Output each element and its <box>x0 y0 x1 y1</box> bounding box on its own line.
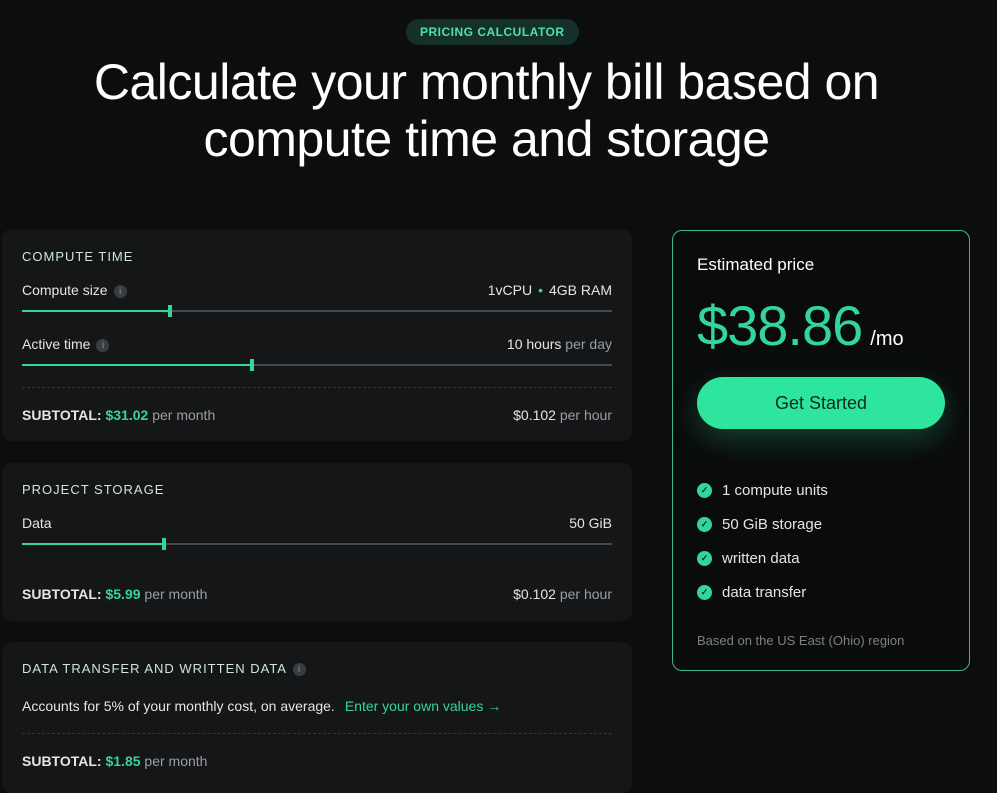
feature-label: data transfer <box>722 584 807 601</box>
feature-item: ✓ 1 compute units <box>697 482 828 499</box>
cpu-value: 1vCPU <box>487 282 533 298</box>
feature-item: ✓ data transfer <box>697 584 806 601</box>
feature-label: 1 compute units <box>722 482 828 499</box>
price-value: $38.86 <box>697 294 863 357</box>
info-icon[interactable]: i <box>96 339 110 352</box>
price-period: /mo <box>870 328 904 350</box>
storage-slider[interactable] <box>22 538 612 550</box>
data-label: Data <box>22 515 52 531</box>
subtotal-value: $5.99 <box>105 586 141 602</box>
rate-unit: per hour <box>559 407 612 423</box>
divider <box>22 733 612 734</box>
check-icon: ✓ <box>697 585 712 600</box>
page-title: Calculate your monthly bill based on com… <box>93 54 880 167</box>
subtotal-unit: per month <box>144 753 208 769</box>
feature-label: 50 GiB storage <box>722 516 823 533</box>
estimated-price-title: Estimated price <box>697 255 815 274</box>
transfer-description: Accounts for 5% of your monthly cost, on… <box>22 698 335 714</box>
section-heading: COMPUTE TIME <box>22 249 134 264</box>
feature-item: ✓ written data <box>697 550 800 567</box>
active-time-slider[interactable] <box>22 359 612 371</box>
slider-fill <box>22 543 164 545</box>
rate-value: $0.102 <box>513 586 556 602</box>
region-note: Based on the US East (Ohio) region <box>697 633 905 648</box>
active-time-value: 10 hours <box>506 336 562 352</box>
subtotal-label: SUBTOTAL: <box>22 753 102 769</box>
info-icon[interactable]: i <box>113 285 127 298</box>
check-icon: ✓ <box>697 483 712 498</box>
active-time-label: Active time <box>22 336 91 352</box>
rate-unit: per hour <box>559 586 612 602</box>
get-started-button[interactable]: Get Started <box>697 377 945 429</box>
check-icon: ✓ <box>697 517 712 532</box>
active-time-unit: per day <box>565 336 612 352</box>
slider-thumb[interactable] <box>167 305 172 317</box>
compute-size-value: 1vCPU • 4GB RAM <box>488 282 612 298</box>
check-icon: ✓ <box>697 551 712 566</box>
subtotal-label: SUBTOTAL: <box>22 586 102 602</box>
feature-label: written data <box>722 550 800 567</box>
section-heading: DATA TRANSFER AND WRITTEN DATA <box>22 661 287 676</box>
enter-own-values-link[interactable]: Enter your own values → <box>344 698 502 714</box>
rate-value: $0.102 <box>513 407 556 423</box>
project-storage-card: PROJECT STORAGE Data 50 GiB SUBTOTAL: $5… <box>2 463 632 621</box>
slider-fill <box>22 364 253 366</box>
pricing-calculator-badge: PRICING CALCULATOR <box>406 19 579 45</box>
subtotal-value: $1.85 <box>105 753 141 769</box>
section-heading: PROJECT STORAGE <box>22 482 165 497</box>
feature-item: ✓ 50 GiB storage <box>697 516 822 533</box>
compute-size-slider[interactable] <box>22 305 612 317</box>
subtotal-label: SUBTOTAL: <box>22 407 102 423</box>
info-icon[interactable]: i <box>292 663 306 676</box>
subtotal-unit: per month <box>144 586 208 602</box>
subtotal-value: $31.02 <box>105 407 149 423</box>
data-transfer-card: DATA TRANSFER AND WRITTEN DATA i Accounts… <box>2 642 632 793</box>
slider-thumb[interactable] <box>250 359 255 371</box>
compute-time-card: COMPUTE TIME Compute size i 1vCPU • 4GB RAM… <box>2 229 632 441</box>
slider-thumb[interactable] <box>161 538 166 550</box>
divider <box>22 387 612 388</box>
subtotal-unit: per month <box>152 407 216 423</box>
compute-size-label: Compute size <box>22 282 108 298</box>
estimated-price-panel: Estimated price $38.86 /mo Get Started ✓… <box>672 230 970 671</box>
data-value: 50 GiB <box>569 515 612 531</box>
slider-fill <box>22 310 170 312</box>
separator-dot: • <box>538 282 543 298</box>
ram-value: 4GB RAM <box>548 282 612 298</box>
